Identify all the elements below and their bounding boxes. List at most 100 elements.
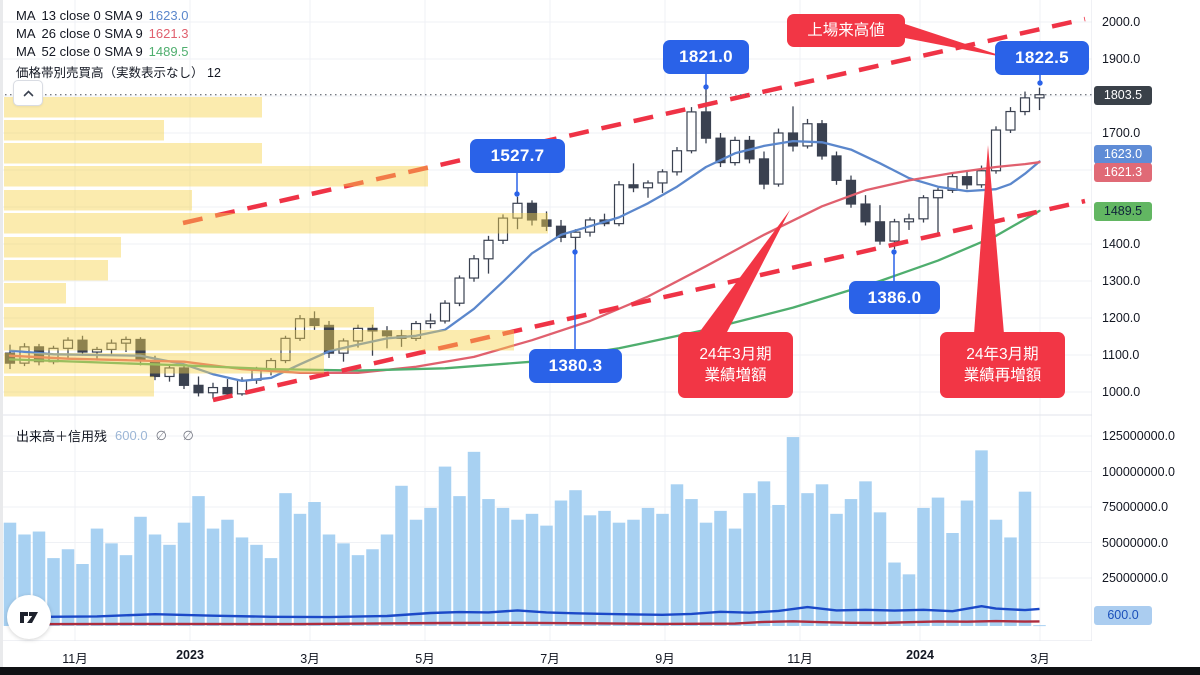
volume-bar xyxy=(960,500,974,626)
volume-bar xyxy=(844,499,858,626)
callout-all-time-high[interactable]: 上場来高値 xyxy=(787,14,905,47)
candle-body xyxy=(555,225,567,238)
volume-bar xyxy=(757,481,771,626)
margin-sell-line[interactable] xyxy=(9,619,1040,626)
candle-body xyxy=(222,386,233,395)
price-tick-label: 2000.0 xyxy=(1102,15,1141,29)
volume-tick-label: 50000000.0 xyxy=(1102,535,1169,550)
candle-body xyxy=(947,176,958,191)
volume-bar xyxy=(235,537,249,626)
price-callout-1386[interactable]: 1386.0 xyxy=(849,281,940,314)
legend-row-ma26[interactable]: MA 26 close 0 SMA 9 1621.3 xyxy=(16,24,221,42)
time-tick-label: 11月 xyxy=(62,652,88,666)
margin-buy-line[interactable] xyxy=(9,605,1040,619)
callout-earnings-reupgrade[interactable]: 24年3月期 業績再増額 xyxy=(940,332,1065,398)
volume-bar xyxy=(801,493,814,626)
volume-bar xyxy=(76,564,89,626)
price-callout-1822-5[interactable]: 1822.5 xyxy=(995,41,1089,75)
volume-bar xyxy=(482,499,495,626)
candle-body xyxy=(860,203,871,223)
volume-bar xyxy=(670,484,684,626)
indicator-value: 1623.0 xyxy=(148,7,189,23)
collapse-pane-button[interactable] xyxy=(13,80,43,106)
trendline[interactable] xyxy=(212,198,1086,403)
time-tick-label: 9月 xyxy=(655,652,675,666)
price-callout-1821[interactable]: 1821.0 xyxy=(663,40,749,74)
indicator-value: 1489.5 xyxy=(148,43,189,59)
volume-bar xyxy=(409,519,423,626)
volume-bar xyxy=(685,499,698,626)
legend-row-ma52[interactable]: MA 52 close 0 SMA 9 1489.5 xyxy=(16,42,221,60)
candle-body xyxy=(294,318,306,339)
candle-body xyxy=(62,339,74,349)
volume-bar xyxy=(873,512,887,626)
volume-bar xyxy=(888,562,901,626)
volume-bar xyxy=(206,528,220,626)
volume-bar xyxy=(583,515,597,626)
price-axis-badge: 1489.5 xyxy=(1094,201,1152,221)
candle-body xyxy=(802,123,813,147)
candle-body xyxy=(642,182,654,189)
volume-bar xyxy=(902,574,916,626)
indicator-name: 価格帯別売買高（実数表示なし） xyxy=(16,66,204,80)
volume-bar xyxy=(511,519,524,626)
volume-bar xyxy=(815,484,829,626)
price-callout-1380-3[interactable]: 1380.3 xyxy=(529,349,622,383)
volume-profile-row xyxy=(4,260,108,281)
price-callout-1527-7[interactable]: 1527.7 xyxy=(470,139,565,173)
ma-line[interactable] xyxy=(8,161,1041,374)
volume-bar xyxy=(525,513,539,626)
volume-profile-row xyxy=(4,190,192,211)
trendline[interactable] xyxy=(182,16,1086,226)
volume-bar xyxy=(47,558,60,626)
volume-legend-name: 出来高＋信用残 xyxy=(16,429,108,444)
candle-body xyxy=(367,327,378,332)
volume-bar xyxy=(1018,491,1032,626)
callout-anchor-dot xyxy=(891,249,897,255)
candle-body xyxy=(309,318,320,326)
volume-bar xyxy=(830,513,843,626)
candle-body xyxy=(932,189,944,199)
volume-bar xyxy=(1033,625,1046,627)
callout-earnings-upgrade[interactable]: 24年3月期 業績増額 xyxy=(678,332,793,398)
price-tick-label: 1400.0 xyxy=(1102,237,1141,251)
candle-body xyxy=(715,137,726,164)
volume-bar xyxy=(612,522,626,626)
volume-profile-row xyxy=(4,307,374,328)
candle-body xyxy=(845,179,857,205)
candle-body xyxy=(816,123,828,157)
volume-bar xyxy=(61,549,75,626)
volume-bar xyxy=(772,504,785,626)
time-tick-label: 5月 xyxy=(415,652,435,666)
volume-bar xyxy=(148,534,162,626)
candle-body xyxy=(657,171,668,184)
candle-body xyxy=(773,132,784,185)
price-axis[interactable]: 2000.0 1900.0 1700.0 1400.0 1300.0 1200.0 1100… xyxy=(1092,0,1200,641)
volume-bar xyxy=(496,507,510,626)
price-axis-badge: 1803.5 xyxy=(1094,85,1152,105)
volume-legend-value: 600.0 xyxy=(115,428,148,443)
legend-row-volume-profile[interactable]: 価格帯別売買高（実数表示なし） 12 xyxy=(16,62,221,81)
chevron-up-icon xyxy=(23,89,33,96)
candle-body xyxy=(570,231,581,238)
volume-tick-label: 100000000.0 xyxy=(1102,464,1175,479)
candle-body xyxy=(628,184,639,189)
tradingview-logo-icon[interactable] xyxy=(7,595,51,639)
candle-body xyxy=(787,132,799,147)
bottom-bar xyxy=(0,667,1200,675)
volume-bar xyxy=(786,437,800,626)
volume-profile-row xyxy=(4,376,154,397)
empty-value-icon: ∅ ∅ xyxy=(155,427,200,443)
legend-row-ma13[interactable]: MA 13 close 0 SMA 9 1623.0 xyxy=(16,6,221,24)
volume-legend[interactable]: 出来高＋信用残 600.0 ∅ ∅ xyxy=(16,426,200,445)
price-tick-label: 1100.0 xyxy=(1102,348,1140,362)
candle-body xyxy=(686,111,697,152)
volume-bar xyxy=(293,513,307,626)
time-axis[interactable]: 11月 2023 3月 5月 7月 9月 11月 2024 3月 xyxy=(0,641,1200,667)
volume-bar xyxy=(90,528,104,626)
candle-body xyxy=(410,322,422,339)
indicator-legend: MA 13 close 0 SMA 9 1623.0 MA 26 close 0… xyxy=(16,6,221,81)
candle-body xyxy=(700,111,712,139)
volume-bar xyxy=(453,496,466,626)
